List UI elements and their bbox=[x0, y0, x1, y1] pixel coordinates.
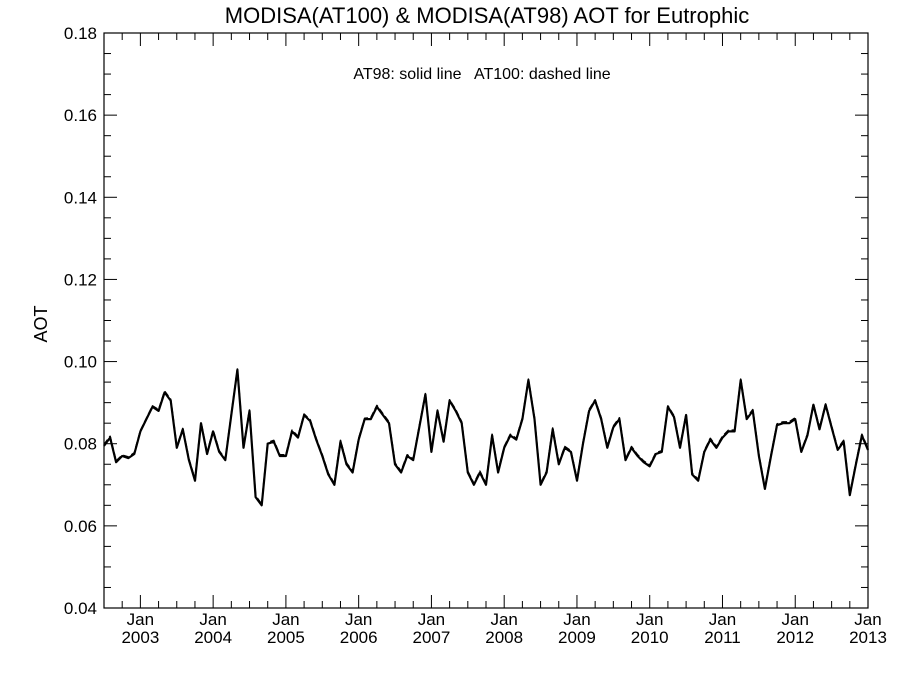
x-tick-month-label: Jan bbox=[563, 610, 590, 629]
y-axis-title: AOT bbox=[31, 305, 51, 342]
x-tick-year-label: 2007 bbox=[413, 628, 451, 647]
y-tick-label: 0.04 bbox=[64, 599, 97, 618]
axis-ticks bbox=[103, 32, 869, 609]
x-tick-year-label: 2013 bbox=[849, 628, 887, 647]
x-tick-month-label: Jan bbox=[345, 610, 372, 629]
x-tick-month-label: Jan bbox=[490, 610, 517, 629]
y-tick-labels: 0.04 0.06 0.08 0.10 0.12 0.14 0.16 0.18 bbox=[64, 24, 97, 618]
x-tick-year-label: 2012 bbox=[776, 628, 814, 647]
y-tick-label: 0.14 bbox=[64, 188, 97, 207]
y-tick-label: 0.08 bbox=[64, 435, 97, 454]
y-tick-label: 0.06 bbox=[64, 517, 97, 536]
x-tick-month-label: Jan bbox=[418, 610, 445, 629]
series-line-at100 bbox=[103, 368, 869, 505]
plot-frame bbox=[103, 32, 869, 609]
x-tick-month-label: Jan bbox=[854, 610, 881, 629]
x-tick-year-label: 2004 bbox=[194, 628, 232, 647]
y-tick-label: 0.18 bbox=[64, 24, 97, 43]
y-tick-label: 0.10 bbox=[64, 353, 97, 372]
chart-title: MODISA(AT100) & MODISA(AT98) AOT for Eut… bbox=[225, 3, 749, 28]
x-tick-year-label: 2011 bbox=[704, 628, 741, 647]
x-tick-year-label: 2010 bbox=[631, 628, 669, 647]
x-tick-month-label: Jan bbox=[272, 610, 299, 629]
line-style-annotation: AT98: solid line AT100: dashed line bbox=[353, 66, 610, 83]
x-tick-year-label: 2005 bbox=[267, 628, 305, 647]
x-tick-month-label: Jan bbox=[127, 610, 154, 629]
y-tick-label: 0.16 bbox=[64, 106, 97, 125]
series-line-at98 bbox=[103, 368, 870, 507]
x-tick-year-label: 2008 bbox=[485, 628, 523, 647]
y-tick-label: 0.12 bbox=[64, 270, 97, 289]
x-tick-month-label: Jan bbox=[199, 610, 226, 629]
x-tick-month-label: Jan bbox=[709, 610, 736, 629]
x-tick-year-label: 2006 bbox=[340, 628, 378, 647]
x-tick-month-label: Jan bbox=[636, 610, 663, 629]
x-tick-year-label: 2003 bbox=[121, 628, 159, 647]
x-tick-month-label: Jan bbox=[782, 610, 809, 629]
data-series bbox=[103, 368, 870, 507]
x-tick-year-label: 2009 bbox=[558, 628, 596, 647]
x-tick-labels: Jan2003Jan2004Jan2005Jan2006Jan2007Jan20… bbox=[121, 610, 886, 647]
